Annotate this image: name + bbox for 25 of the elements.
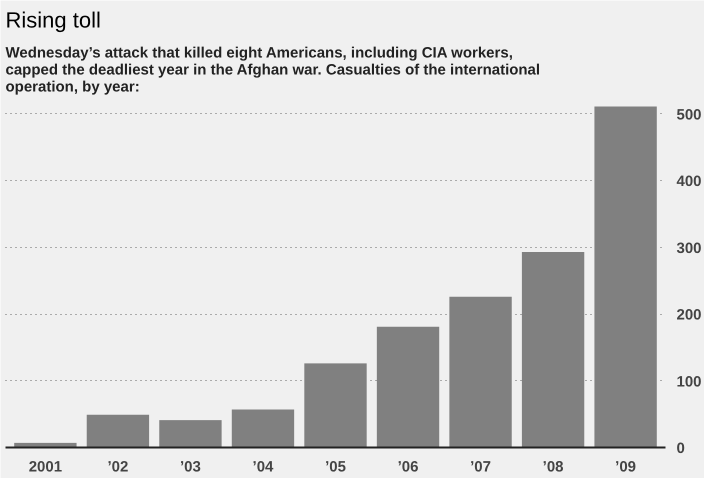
x-tick-label: ’06	[398, 458, 418, 476]
bar	[594, 106, 657, 448]
y-tick-label: 300	[676, 240, 702, 257]
x-tick-label: ’08	[542, 458, 564, 476]
x-tick-label: ’05	[325, 458, 346, 476]
y-tick-label: 200	[676, 306, 702, 324]
y-tick-label: 400	[676, 173, 702, 190]
x-tick-label: ’04	[252, 458, 274, 476]
x-tick-label: ’09	[615, 458, 636, 476]
x-tick-label: ’07	[470, 458, 491, 476]
y-tick-label: 100	[676, 373, 702, 390]
bar	[304, 363, 367, 448]
bar	[376, 326, 440, 448]
bar	[86, 414, 150, 448]
x-tick-label: ’03	[180, 458, 201, 476]
bar	[522, 252, 584, 448]
y-tick-label: 500	[676, 106, 702, 124]
y-tick-label: 0	[676, 440, 685, 457]
x-tick-label: ’02	[107, 458, 128, 476]
bar	[232, 409, 294, 448]
x-tick-label: 2001	[28, 458, 62, 476]
chart-subtitle: Wednesday’s attack that killed eight Americans, including CIA workers, capped the deadliest year in the Afghan war. Casualties of the international operation, by year:	[6, 44, 540, 96]
bar	[159, 420, 222, 448]
bar	[449, 296, 512, 448]
chart-title: Rising toll	[6, 8, 101, 32]
